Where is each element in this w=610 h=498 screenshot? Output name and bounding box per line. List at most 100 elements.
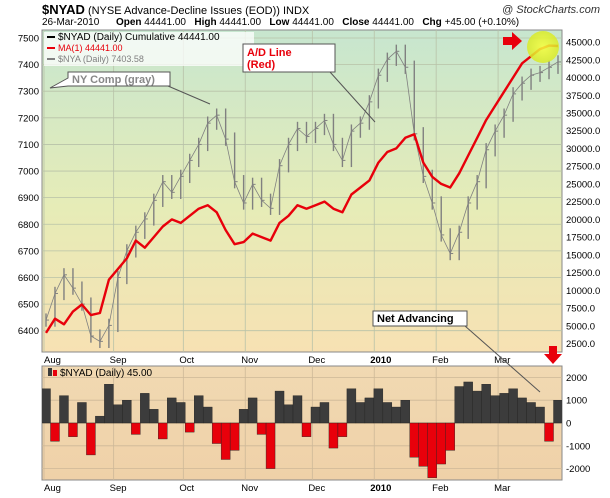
chart-header-title: $NYAD (NYSE Advance-Decline Issues (EOD)…: [42, 2, 309, 17]
right-tick-label: 17500.0: [566, 233, 600, 244]
red-arrow-right-icon: [503, 32, 522, 50]
net-advancing-bar: [256, 422, 267, 435]
month-label: Nov: [241, 483, 258, 494]
net-advancing-bar: [301, 422, 312, 437]
lower-tick-label: 1000: [566, 396, 587, 407]
left-tick-label: 7100: [18, 140, 39, 151]
left-tick-label: 7400: [18, 60, 39, 71]
right-tick-label: 45000.0: [566, 38, 600, 49]
net-advancing-bar: [113, 404, 123, 424]
month-label: Oct: [179, 483, 194, 494]
price-panel-grid: [42, 30, 562, 352]
net-advancing-bar: [472, 390, 482, 424]
left-tick-label: 6600: [18, 273, 39, 284]
net-advancing-bar: [194, 395, 204, 424]
net-advancing-bar: [553, 400, 562, 424]
net-advancing-bar: [526, 402, 536, 424]
month-label: Feb: [432, 355, 448, 366]
month-label: Oct: [179, 355, 194, 366]
annotation-net-advancing: Net Advancing: [377, 313, 454, 325]
net-advancing-bar: [265, 422, 276, 469]
right-tick-label: 22500.0: [566, 197, 600, 208]
lower-tick-label: -2000: [566, 464, 590, 475]
close-label: Close: [342, 17, 370, 28]
net-advancing-bar: [337, 422, 348, 437]
symbol: $NYAD: [42, 2, 85, 17]
month-label: Dec: [308, 483, 325, 494]
month-label: Sep: [110, 355, 127, 366]
chg-value: +45.00 (+0.10%): [444, 17, 520, 28]
net-advancing-bar: [400, 400, 410, 424]
annotation-ad-line: A/D Line: [247, 47, 292, 59]
net-advancing-bar: [535, 406, 545, 424]
exchange: INDX: [282, 5, 310, 17]
net-advancing-bar: [122, 400, 132, 424]
right-tick-label: 15000.0: [566, 250, 600, 261]
net-advancing-bar: [454, 386, 464, 424]
right-tick-label: 12500.0: [566, 268, 600, 279]
left-tick-label: 6800: [18, 220, 39, 231]
month-label: Dec: [308, 355, 325, 366]
net-advancing-bar: [490, 395, 500, 424]
left-tick-label: 6900: [18, 193, 39, 204]
net-advancing-bar: [409, 422, 419, 458]
net-advancing-bar: [517, 397, 527, 424]
left-axis: 6400 6500 6600 6700 6800 6900 7000 7100 7200 7300…: [18, 33, 39, 337]
breadth-legend: $NYAD (Daily) 45.00: [48, 368, 153, 379]
left-tick-label: 6500: [18, 300, 39, 311]
left-tick-label: 7500: [18, 33, 39, 44]
high-value: 44441.00: [219, 17, 262, 28]
month-label: Mar: [494, 483, 510, 494]
watermark: @ StockCharts.com: [502, 4, 600, 16]
net-advancing-bar: [77, 402, 87, 424]
net-advancing-bar: [346, 388, 357, 424]
net-advancing-bar: [292, 395, 303, 424]
lower-legend-label: $NYAD (Daily) 45.00: [60, 368, 153, 379]
right-tick-label: 35000.0: [566, 108, 600, 119]
right-tick-label: 40000.0: [566, 73, 600, 84]
lower-tick-label: 0: [566, 419, 571, 430]
right-tick-label: 30000.0: [566, 144, 600, 155]
net-advancing-bar: [185, 422, 195, 433]
net-advancing-bar: [481, 384, 491, 424]
net-advancing-bar: [283, 404, 294, 424]
price-summary: 26-Mar-2010 Open 44441.00 High 44441.00 …: [42, 17, 519, 28]
net-advancing-bar: [229, 422, 240, 451]
net-advancing-bar: [149, 409, 159, 424]
right-tick-label: 25000.0: [566, 179, 600, 190]
x-axis-bottom: Aug Sep Oct Nov Dec 2010 Feb Mar: [44, 483, 510, 494]
net-advancing-bar: [445, 422, 455, 451]
month-label: 2010: [370, 483, 391, 494]
net-advancing-bar: [140, 393, 150, 424]
lower-tick-label: -1000: [566, 441, 590, 452]
net-advancing-bar: [427, 422, 437, 478]
net-advancing-bar: [95, 415, 105, 424]
net-advancing-bar: [274, 390, 285, 424]
net-advancing-bar: [319, 402, 330, 424]
net-advancing-bar: [50, 422, 60, 442]
annotations: NY Comp (gray) A/D Line(Red) Net Advancing: [49, 43, 541, 393]
highlight-circle: [527, 31, 559, 63]
net-advancing-bar: [382, 402, 393, 424]
right-axis: 2500.0 5000.0 7500.0 10000.0 12500.0 15000.0 1…: [566, 38, 600, 350]
net-advancing-bar: [373, 388, 384, 424]
nya-series-line: [45, 50, 559, 342]
lower-tick-label: 2000: [566, 373, 587, 384]
net-advancing-bar: [418, 422, 428, 467]
right-tick-label: 7500.0: [566, 304, 595, 315]
net-advancing-bar: [59, 395, 69, 424]
legend-label: $NYA (Daily) 7403.58: [58, 54, 144, 64]
net-advancing-bar: [355, 402, 366, 424]
net-advancing-bar: [211, 422, 222, 444]
legend-label: $NYAD (Daily) Cumulative 44441.00: [58, 32, 220, 43]
chg-label: Chg: [422, 17, 442, 28]
month-label: Nov: [241, 355, 258, 366]
open-value: 44441.00: [144, 17, 186, 28]
net-advancing-bar: [220, 422, 231, 460]
right-tick-label: 5000.0: [566, 321, 595, 332]
net-advancing-bar: [131, 422, 141, 435]
open-label: Open: [115, 17, 142, 28]
right-tick-label: 20000.0: [566, 215, 600, 226]
